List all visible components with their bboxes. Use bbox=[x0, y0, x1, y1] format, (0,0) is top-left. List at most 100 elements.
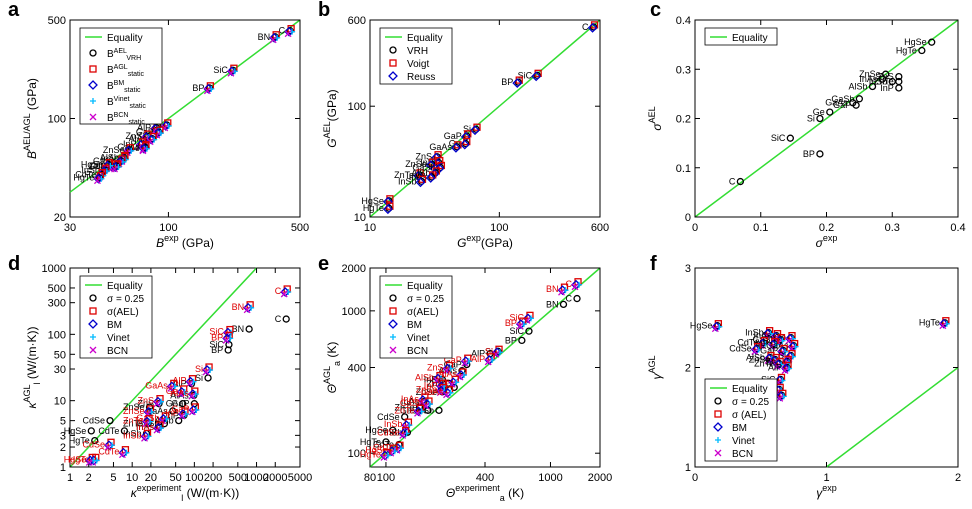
x-tick-label: 30 bbox=[64, 222, 76, 234]
data-point-cross bbox=[939, 322, 947, 330]
data-point-cross bbox=[571, 283, 579, 291]
point-label-red: Si bbox=[195, 364, 203, 374]
data-point-circle bbox=[428, 173, 436, 181]
x-axis-label-e: Θexperimenta (K) bbox=[446, 483, 524, 503]
point-label-black: C bbox=[279, 26, 286, 36]
data-point-circle bbox=[770, 339, 778, 348]
legend-box bbox=[79, 275, 153, 359]
data-point-circle bbox=[713, 322, 722, 330]
data-point-cross bbox=[177, 390, 185, 398]
data-point-circle bbox=[417, 177, 426, 185]
data-point-circle bbox=[286, 27, 294, 35]
data-point-circle bbox=[282, 315, 290, 323]
data-point-circle bbox=[125, 146, 133, 154]
data-point-cross bbox=[280, 290, 288, 298]
y-tick-label: 100 bbox=[348, 101, 366, 113]
point-label-black: GaP bbox=[171, 399, 189, 409]
legend-label: Vinet bbox=[407, 333, 430, 344]
data-point-circle bbox=[778, 391, 786, 400]
point-label-black: BP bbox=[192, 83, 204, 93]
point-label-black: Si bbox=[154, 120, 162, 130]
legend-label: σ(AEL) bbox=[407, 307, 439, 318]
y-tick-label: 5 bbox=[60, 416, 66, 428]
x-tick-label: 100 bbox=[185, 472, 203, 484]
point-label-black: C bbox=[566, 294, 573, 304]
panel-e: e80 100 400 1000 200010040010002000Θexperime… bbox=[318, 253, 612, 503]
data-point-circle bbox=[868, 82, 877, 91]
point-label-red: BN bbox=[232, 302, 245, 312]
point-label-black: InAs bbox=[409, 172, 428, 182]
point-label-black: HgSe bbox=[904, 37, 927, 47]
point-label-black: GaAs bbox=[766, 341, 789, 351]
point-label-black: CdTe bbox=[737, 338, 758, 348]
point-label-red: BN bbox=[546, 284, 559, 294]
data-point-cross bbox=[178, 412, 186, 420]
legend-label: BCN bbox=[107, 346, 128, 357]
x-tick-label: 80 bbox=[364, 472, 376, 484]
y-tick-label: 20 bbox=[54, 212, 66, 224]
legend-label: Equality bbox=[407, 281, 443, 292]
data-point-circle bbox=[494, 347, 502, 355]
data-point-circle bbox=[87, 427, 95, 435]
data-point-cross bbox=[118, 451, 126, 459]
point-label-black: CdSe bbox=[89, 161, 112, 171]
data-point-cross bbox=[776, 394, 784, 402]
point-label-black: AlSb bbox=[100, 152, 119, 162]
point-label-black: GaP bbox=[833, 100, 851, 110]
data-point-diamond bbox=[425, 173, 436, 183]
panel-letter-c: c bbox=[650, 0, 661, 21]
data-point-cross bbox=[203, 87, 211, 95]
point-label-black: GaSb bbox=[412, 162, 435, 172]
point-label-red: ZnTe bbox=[123, 416, 143, 426]
point-label-black: SiC bbox=[213, 65, 228, 75]
x-tick-label: 10 bbox=[126, 472, 138, 484]
data-point-circle bbox=[271, 33, 279, 41]
x-tick-label: 2000 bbox=[588, 472, 612, 484]
legend-marker-cross bbox=[389, 346, 397, 354]
legend-marker-square bbox=[89, 307, 97, 315]
point-label-black: InSb bbox=[384, 427, 403, 437]
y-tick-label: 50 bbox=[54, 349, 66, 361]
data-point-circle bbox=[779, 346, 787, 355]
x-tick-label: 2000 bbox=[263, 472, 287, 484]
data-point-circle bbox=[141, 144, 149, 152]
point-label-black: C bbox=[582, 22, 589, 32]
y-tick-label: 3 bbox=[685, 263, 691, 275]
data-point-circle bbox=[382, 438, 390, 446]
data-point-diamond bbox=[382, 204, 393, 215]
point-label-black: ZnSe bbox=[859, 69, 881, 79]
data-point-cross bbox=[751, 348, 759, 356]
point-label-red: InP bbox=[424, 380, 438, 390]
point-label-black: ZnSe bbox=[416, 387, 438, 397]
data-point-circle bbox=[783, 363, 791, 372]
data-point-cross bbox=[85, 458, 93, 466]
data-point-cross bbox=[146, 138, 154, 146]
point-label-black: HgTe bbox=[69, 436, 90, 446]
y-tick-label: 500 bbox=[48, 283, 66, 295]
data-point-cross bbox=[222, 336, 230, 344]
point-label-black: GaAs bbox=[429, 142, 452, 152]
data-point-circle bbox=[229, 66, 237, 74]
data-point-circle bbox=[106, 416, 114, 425]
panel-a: a 30 100 500 20 100 500 Bexp (GPa) BAEL/AGL (GPa… bbox=[8, 0, 309, 250]
data-point-circle bbox=[573, 294, 581, 303]
y-tick-label: 2000 bbox=[342, 263, 366, 275]
legend-box bbox=[704, 378, 778, 462]
point-label-black: ZnS bbox=[427, 378, 444, 388]
data-point-circle bbox=[559, 300, 568, 309]
point-label-red: HgTe bbox=[69, 454, 90, 464]
data-point-cross bbox=[414, 409, 421, 417]
y-axis-label-e: ΘAGLa (K) bbox=[322, 342, 342, 394]
data-point-circle bbox=[245, 325, 253, 333]
x-tick-label: 100 bbox=[159, 222, 177, 234]
data-point-circle bbox=[145, 403, 154, 411]
data-point-circle bbox=[169, 407, 177, 415]
point-label-black: GaP bbox=[760, 346, 778, 356]
data-point-cross bbox=[380, 453, 388, 461]
point-label-black: ZnS bbox=[766, 357, 783, 367]
y-axis-label-b: GAEL(GPa) bbox=[322, 89, 339, 147]
legend-label: BVinetstatic bbox=[107, 96, 146, 110]
data-point-cross bbox=[484, 358, 492, 366]
point-label-black: C bbox=[729, 177, 736, 187]
point-label-black: CdSe bbox=[377, 412, 400, 422]
